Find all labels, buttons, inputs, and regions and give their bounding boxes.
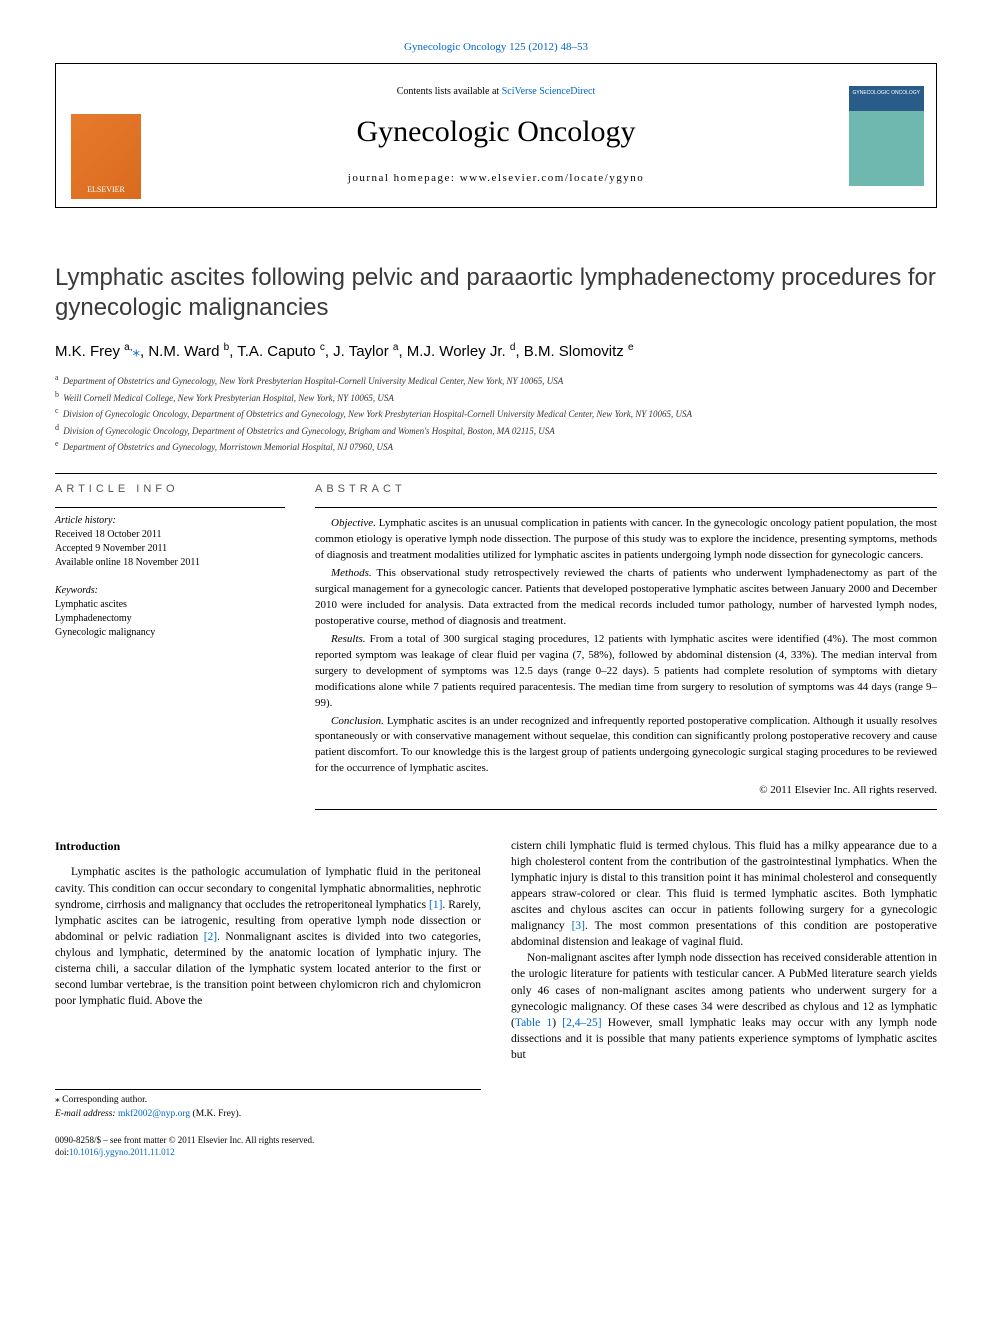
authors-line: M.K. Frey a,⁎, N.M. Ward b, T.A. Caputo …: [55, 341, 937, 362]
contents-prefix: Contents lists available at: [397, 86, 502, 97]
intro-paragraph: Lymphatic ascites is the pathologic accu…: [55, 864, 481, 1009]
history-heading: Article history:: [55, 514, 285, 528]
affiliations: a Department of Obstetrics and Gynecolog…: [55, 372, 937, 455]
affiliation-line: d Division of Gynecologic Oncology, Depa…: [55, 422, 937, 439]
header-center: Contents lists available at SciVerse Sci…: [156, 64, 836, 207]
homepage-url: www.elsevier.com/locate/ygyno: [460, 172, 645, 184]
email-line: E-mail address: mkf2002@nyp.org (M.K. Fr…: [55, 1108, 481, 1121]
keywords-block: Keywords: Lymphatic ascitesLymphadenecto…: [55, 584, 285, 640]
keywords-list: Lymphatic ascitesLymphadenectomyGynecolo…: [55, 598, 285, 640]
doi-link[interactable]: 10.1016/j.ygyno.2011.11.012: [69, 1147, 175, 1157]
footer-meta: 0090-8258/$ – see front matter © 2011 El…: [55, 1135, 481, 1158]
body-paragraph: Non-malignant ascites after lymph node d…: [511, 950, 937, 1063]
history-accepted: Accepted 9 November 2011: [55, 542, 285, 556]
page-container: Gynecologic Oncology 125 (2012) 48–53 EL…: [0, 0, 992, 1188]
abstract-copyright: © 2011 Elsevier Inc. All rights reserved…: [315, 783, 937, 798]
divider: [55, 473, 937, 474]
intro-heading: Introduction: [55, 838, 481, 855]
journal-header: ELSEVIER Contents lists available at Sci…: [55, 63, 937, 208]
doi-line: doi:10.1016/j.ygyno.2011.11.012: [55, 1147, 481, 1159]
column-right: cistern chili lymphatic fluid is termed …: [511, 838, 937, 1159]
body-columns: Introduction Lymphatic ascites is the pa…: [55, 838, 937, 1159]
abstract-paragraph: Methods. This observational study retros…: [315, 566, 937, 630]
homepage-prefix: journal homepage:: [348, 172, 460, 184]
homepage-line: journal homepage: www.elsevier.com/locat…: [348, 171, 644, 186]
affiliation-line: b Weill Cornell Medical College, New Yor…: [55, 389, 937, 406]
history-received: Received 18 October 2011: [55, 528, 285, 542]
article-title: Lymphatic ascites following pelvic and p…: [55, 263, 937, 323]
affiliation-line: a Department of Obstetrics and Gynecolog…: [55, 372, 937, 389]
article-info: ARTICLE INFO Article history: Received 1…: [55, 482, 285, 810]
contents-line: Contents lists available at SciVerse Sci…: [397, 85, 596, 99]
journal-title: Gynecologic Oncology: [356, 111, 635, 153]
keyword: Lymphatic ascites: [55, 598, 285, 612]
sciencedirect-link[interactable]: SciVerse ScienceDirect: [502, 86, 596, 97]
abstract: ABSTRACT Objective. Lymphatic ascites is…: [315, 482, 937, 810]
article-info-label: ARTICLE INFO: [55, 482, 285, 497]
info-abstract-row: ARTICLE INFO Article history: Received 1…: [55, 482, 937, 810]
affiliation-line: c Division of Gynecologic Oncology, Depa…: [55, 405, 937, 422]
abstract-paragraph: Conclusion. Lymphatic ascites is an unde…: [315, 714, 937, 778]
column-left: Introduction Lymphatic ascites is the pa…: [55, 838, 481, 1159]
history-block: Article history: Received 18 October 201…: [55, 507, 285, 570]
journal-cover-thumbnail: [849, 86, 924, 186]
abstract-paragraph: Results. From a total of 300 surgical st…: [315, 632, 937, 712]
elsevier-logo: ELSEVIER: [71, 114, 141, 199]
keyword: Lymphadenectomy: [55, 612, 285, 626]
body-paragraph: cistern chili lymphatic fluid is termed …: [511, 838, 937, 951]
email-label: E-mail address:: [55, 1109, 118, 1119]
top-citation: Gynecologic Oncology 125 (2012) 48–53: [55, 40, 937, 55]
publisher-logo-cell: ELSEVIER: [56, 64, 156, 207]
abstract-paragraph: Objective. Lymphatic ascites is an unusu…: [315, 516, 937, 564]
abstract-label: ABSTRACT: [315, 482, 937, 497]
history-online: Available online 18 November 2011: [55, 556, 285, 570]
top-citation-link[interactable]: Gynecologic Oncology 125 (2012) 48–53: [404, 41, 588, 53]
footnotes: ⁎ Corresponding author. E-mail address: …: [55, 1089, 481, 1121]
doi-prefix: doi:: [55, 1147, 69, 1157]
email-link[interactable]: mkf2002@nyp.org: [118, 1109, 190, 1119]
keyword: Gynecologic malignancy: [55, 626, 285, 640]
keywords-heading: Keywords:: [55, 584, 285, 598]
cover-cell: [836, 64, 936, 207]
affiliation-line: e Department of Obstetrics and Gynecolog…: [55, 438, 937, 455]
email-attribution: (M.K. Frey).: [190, 1109, 241, 1119]
divider: [315, 809, 937, 810]
abstract-body: Objective. Lymphatic ascites is an unusu…: [315, 507, 937, 777]
corresponding-author: ⁎ Corresponding author.: [55, 1094, 481, 1107]
front-matter: 0090-8258/$ – see front matter © 2011 El…: [55, 1135, 481, 1147]
